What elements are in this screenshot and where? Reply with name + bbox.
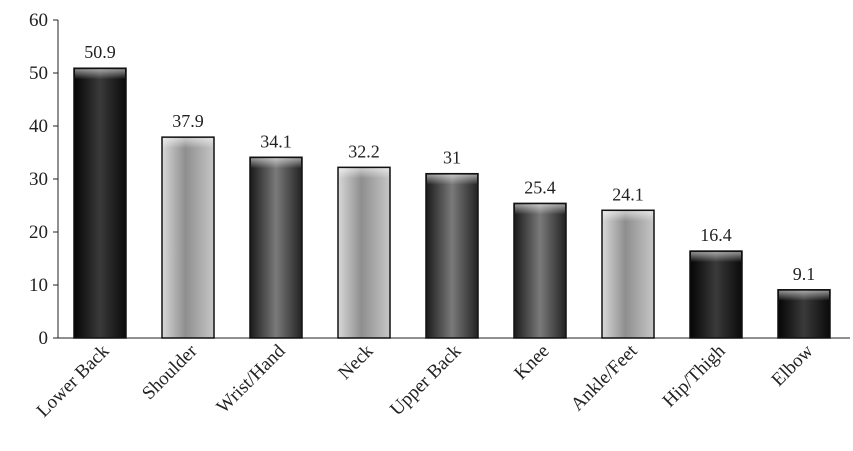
bar-upper-back (425, 172, 479, 339)
value-label: 9.1 (793, 264, 816, 284)
value-label: 32.2 (348, 141, 380, 161)
x-tick-label: Elbow (768, 340, 818, 390)
x-tick-label: Neck (334, 340, 378, 384)
bar-knee (513, 202, 567, 339)
bar-highlight (427, 174, 477, 185)
bar-highlight (515, 204, 565, 215)
value-label: 37.9 (172, 111, 204, 131)
y-tick-label: 50 (29, 63, 48, 84)
value-label: 25.4 (524, 177, 556, 197)
x-tick-label: Wrist/Hand (213, 340, 290, 417)
bar-highlight (163, 138, 213, 149)
bar-highlight (603, 211, 653, 222)
y-tick-label: 20 (29, 222, 48, 243)
bar-highlight (75, 69, 125, 80)
x-tick-label: Hip/Thigh (659, 340, 730, 411)
bar-highlight (339, 168, 389, 179)
bar-ankle-feet (601, 209, 655, 339)
bar-lower-back (73, 67, 127, 339)
bar-highlight (779, 290, 829, 301)
value-label: 50.9 (84, 42, 116, 62)
y-tick-label: 30 (29, 169, 48, 190)
value-label: 31 (443, 148, 461, 168)
bar-shoulder (161, 136, 215, 339)
value-label: 34.1 (260, 131, 292, 151)
bar-wrist-hand (249, 156, 303, 339)
x-tick-label: Upper Back (386, 340, 466, 420)
y-tick-label: 0 (39, 328, 49, 349)
x-tick-label: Lower Back (33, 340, 114, 421)
bar-hip-thigh (689, 250, 743, 339)
value-label: 24.1 (612, 184, 644, 204)
bar-highlight (691, 252, 741, 263)
y-tick-label: 60 (29, 10, 48, 31)
y-tick-label: 10 (29, 275, 48, 296)
value-label: 16.4 (700, 225, 732, 245)
x-tick-label: Shoulder (138, 340, 202, 404)
x-tick-label: Ankle/Feet (567, 340, 642, 415)
bar-neck (337, 166, 391, 339)
y-tick-label: 40 (29, 116, 48, 137)
bar-highlight (251, 158, 301, 169)
x-tick-label: Knee (510, 341, 553, 384)
